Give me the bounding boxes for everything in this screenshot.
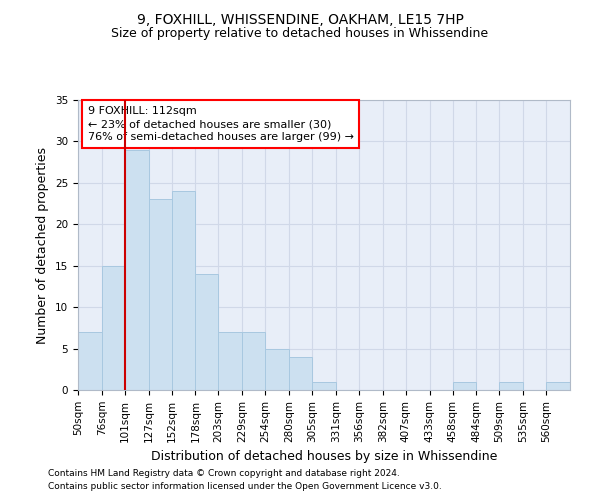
Text: Contains HM Land Registry data © Crown copyright and database right 2024.: Contains HM Land Registry data © Crown c… xyxy=(48,468,400,477)
Bar xyxy=(218,332,242,390)
Bar xyxy=(265,348,289,390)
Bar xyxy=(289,357,312,390)
X-axis label: Distribution of detached houses by size in Whissendine: Distribution of detached houses by size … xyxy=(151,450,497,463)
Bar xyxy=(499,382,523,390)
Bar xyxy=(102,266,125,390)
Text: Size of property relative to detached houses in Whissendine: Size of property relative to detached ho… xyxy=(112,28,488,40)
Y-axis label: Number of detached properties: Number of detached properties xyxy=(37,146,49,344)
Bar xyxy=(78,332,102,390)
Bar xyxy=(546,382,570,390)
Bar xyxy=(242,332,265,390)
Bar xyxy=(149,200,172,390)
Text: 9, FOXHILL, WHISSENDINE, OAKHAM, LE15 7HP: 9, FOXHILL, WHISSENDINE, OAKHAM, LE15 7H… xyxy=(137,12,463,26)
Bar xyxy=(196,274,218,390)
Bar xyxy=(312,382,336,390)
Bar xyxy=(452,382,476,390)
Text: Contains public sector information licensed under the Open Government Licence v3: Contains public sector information licen… xyxy=(48,482,442,491)
Bar xyxy=(172,191,196,390)
Bar xyxy=(125,150,149,390)
Text: 9 FOXHILL: 112sqm
← 23% of detached houses are smaller (30)
76% of semi-detached: 9 FOXHILL: 112sqm ← 23% of detached hous… xyxy=(88,106,354,142)
